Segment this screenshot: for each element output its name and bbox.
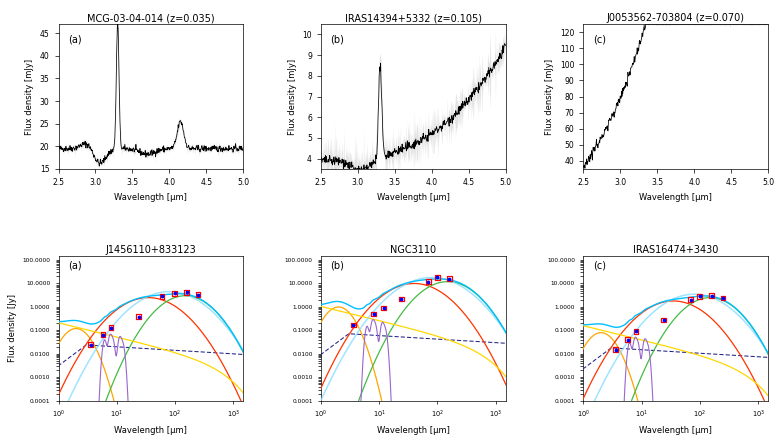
Text: (a): (a) [68, 260, 81, 270]
Point [395, 295, 407, 302]
Title: IRAS14394+5332 (z=0.105): IRAS14394+5332 (z=0.105) [345, 13, 482, 23]
Y-axis label: Flux density [Jy]: Flux density [Jy] [8, 294, 16, 362]
Point [367, 311, 380, 318]
X-axis label: Wavelength [μm]: Wavelength [μm] [640, 426, 712, 435]
Point [105, 324, 117, 331]
Point [180, 289, 193, 296]
Point [133, 313, 145, 320]
Point [705, 292, 718, 299]
Point [105, 324, 117, 331]
Point [693, 293, 706, 300]
Title: MCG-03-04-014 (z=0.035): MCG-03-04-014 (z=0.035) [87, 13, 215, 23]
Point [85, 341, 98, 348]
Point [378, 304, 390, 311]
Point [168, 290, 181, 297]
Point [622, 336, 634, 343]
Title: J0053562-703804 (z=0.070): J0053562-703804 (z=0.070) [607, 13, 745, 23]
Point [705, 292, 718, 299]
Point [685, 297, 697, 304]
Point [685, 297, 697, 304]
Point [347, 321, 360, 328]
Point [443, 275, 456, 282]
Point [422, 278, 434, 285]
Text: (c): (c) [593, 260, 606, 270]
Point [395, 295, 407, 302]
Title: J1456110+833123: J1456110+833123 [105, 245, 197, 255]
Point [97, 331, 109, 338]
X-axis label: Wavelength [μm]: Wavelength [μm] [115, 193, 187, 201]
Point [97, 331, 109, 338]
Point [622, 336, 634, 343]
Y-axis label: Flux density [mJy]: Flux density [mJy] [288, 58, 296, 134]
Point [168, 290, 181, 297]
Point [610, 346, 622, 353]
Point [180, 289, 193, 296]
X-axis label: Wavelength [μm]: Wavelength [μm] [377, 193, 450, 201]
Point [658, 316, 670, 323]
X-axis label: Wavelength [μm]: Wavelength [μm] [640, 193, 712, 201]
Y-axis label: Flux density [mJy]: Flux density [mJy] [25, 58, 34, 134]
Y-axis label: Flux density [mJy]: Flux density [mJy] [545, 58, 555, 134]
Text: (b): (b) [330, 260, 344, 270]
Point [156, 293, 168, 300]
Point [192, 291, 204, 298]
Point [85, 341, 98, 348]
X-axis label: Wavelength [μm]: Wavelength [μm] [377, 426, 450, 435]
Title: NGC3110: NGC3110 [390, 245, 437, 255]
Point [610, 346, 622, 353]
Text: (a): (a) [68, 34, 81, 44]
Point [443, 275, 456, 282]
Point [629, 328, 642, 335]
Point [717, 294, 729, 301]
Point [378, 304, 390, 311]
Point [422, 278, 434, 285]
Point [629, 328, 642, 335]
Point [367, 311, 380, 318]
Point [693, 293, 706, 300]
Point [431, 274, 444, 281]
Point [192, 291, 204, 298]
Point [658, 316, 670, 323]
Point [347, 321, 360, 328]
Text: (c): (c) [593, 34, 606, 44]
Text: (b): (b) [330, 34, 344, 44]
Point [717, 294, 729, 301]
Title: IRAS16474+3430: IRAS16474+3430 [633, 245, 718, 255]
Point [431, 274, 444, 281]
X-axis label: Wavelength [μm]: Wavelength [μm] [115, 426, 187, 435]
Point [133, 313, 145, 320]
Point [156, 293, 168, 300]
